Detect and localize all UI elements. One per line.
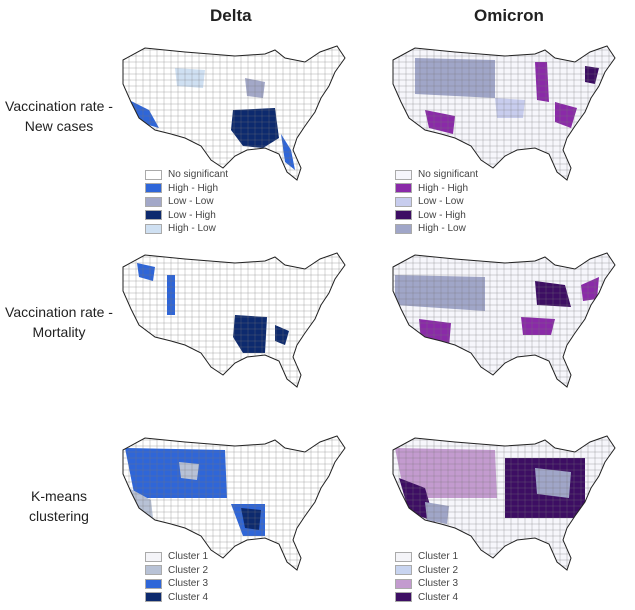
legend-label: No significant [168,169,229,181]
legend-item: High - Low [395,222,478,236]
legend-swatch [395,169,412,180]
legend-label: High - High [418,182,469,194]
legend-label: Cluster 4 [418,591,459,603]
region-patch [581,277,599,301]
legend-omicron-clusters: Cluster 1 Cluster 2 Cluster 3 Cluster 4 [395,550,458,604]
legend-label: Low - High [168,209,216,221]
legend-item: High - High [145,182,228,196]
legend-item: Cluster 3 [145,577,208,591]
legend-swatch [145,592,162,603]
us-border [122,252,346,388]
legend-label: High - Low [418,223,466,235]
legend-item: Cluster 2 [395,564,458,578]
legend-label: Cluster 2 [418,564,459,576]
legend-item: High - Low [145,222,228,236]
region-patch [233,315,267,353]
legend-item: Low - High [395,209,478,223]
legend-item: Cluster 1 [395,550,458,564]
legend-swatch [145,169,162,180]
legend-item: Cluster 4 [145,591,208,605]
legend-label: No significant [418,169,479,181]
region-patch [129,100,159,128]
legend-swatch [145,210,162,221]
region-patch [137,263,155,281]
legend-item: Cluster 2 [145,564,208,578]
legend-swatch [395,578,412,589]
column-header-delta: Delta [210,6,252,25]
legend-label: Cluster 1 [418,551,459,563]
us-border [392,435,616,571]
legend-label: Cluster 4 [168,591,209,603]
legend-delta-clusters: Cluster 1 Cluster 2 Cluster 3 Cluster 4 [145,550,208,604]
region-patch [175,68,205,88]
row-label-new-cases: Vaccination rate - New cases [5,98,113,134]
region-patch [495,98,525,118]
legend-label: Low - Low [168,196,214,208]
legend-item: Low - Low [395,195,478,209]
legend-swatch [395,196,412,207]
legend-item: No significant [395,168,478,182]
legend-label: Low - Low [418,196,464,208]
legend-label: High - High [168,182,219,194]
legend-swatch [145,565,162,576]
legend-label: High - Low [168,223,216,235]
legend-swatch [145,196,162,207]
region-patch [241,508,261,530]
us-border [392,45,616,181]
map-delta-new-cases [115,38,355,198]
legend-swatch [145,183,162,194]
legend-swatch [395,223,412,234]
region-patch [555,102,577,128]
region-patch [585,66,599,84]
legend-item: High - High [395,182,478,196]
column-header-omicron: Omicron [474,6,544,25]
us-border [392,252,616,388]
legend-label: Cluster 2 [168,564,209,576]
legend-omicron-new-cases: No significant High - High Low - Low Low - … [395,168,478,236]
legend-swatch [395,565,412,576]
legend-swatch [395,551,412,562]
legend-item: Low - High [145,209,228,223]
legend-item: Cluster 3 [395,577,458,591]
legend-item: Cluster 1 [145,550,208,564]
legend-item: Cluster 4 [395,591,458,605]
region-patch [521,317,555,335]
legend-swatch [395,210,412,221]
legend-swatch [145,578,162,589]
map-delta-mortality [115,245,355,405]
us-border [122,45,346,181]
map-omicron-kmeans [385,428,625,588]
legend-delta-new-cases: No significant High - High Low - Low Low - … [145,168,228,236]
legend-swatch [145,223,162,234]
legend-item: Low - Low [145,195,228,209]
region-patch [425,502,449,524]
legend-swatch [395,592,412,603]
legend-label: Low - High [418,209,466,221]
region-patch [179,462,199,480]
legend-label: Cluster 1 [168,551,209,563]
row-label-kmeans: K-means clustering [29,488,89,524]
legend-label: Cluster 3 [168,578,209,590]
map-omicron-mortality [385,245,625,405]
legend-swatch [395,183,412,194]
region-patch [125,448,227,498]
legend-label: Cluster 3 [418,578,459,590]
region-patch [129,488,153,518]
legend-swatch [145,551,162,562]
us-border [122,435,346,571]
row-label-mortality: Vaccination rate - Mortality [5,304,113,340]
legend-item: No significant [145,168,228,182]
region-patch [395,448,497,498]
